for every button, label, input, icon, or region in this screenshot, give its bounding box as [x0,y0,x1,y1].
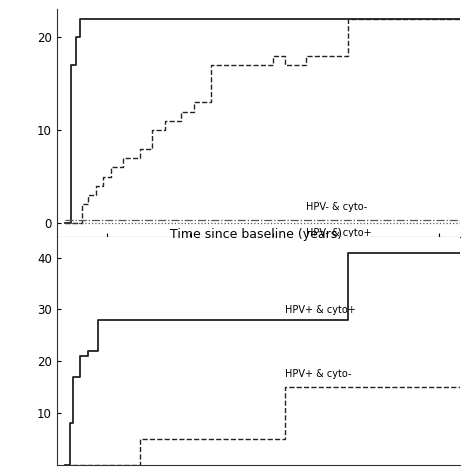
Text: HPV+ & cyto-: HPV+ & cyto- [285,369,352,379]
Text: HPV- & cyto+: HPV- & cyto+ [306,228,372,238]
Text: HPV+ & cyto+: HPV+ & cyto+ [285,305,356,315]
Text: HPV- & cyto-: HPV- & cyto- [306,202,367,212]
Text: Time since baseline (years): Time since baseline (years) [170,228,342,241]
